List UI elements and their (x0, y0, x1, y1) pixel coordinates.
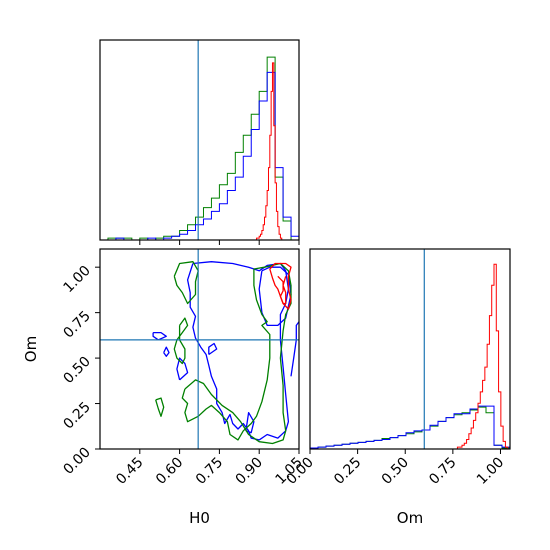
x-tick-label: 0.45 (113, 455, 146, 488)
contour-line (269, 262, 292, 310)
x-axis-label-om: Om (397, 509, 423, 527)
x-tick-label: 0.90 (233, 455, 266, 488)
y-tick-label: 0.50 (60, 354, 93, 387)
contour-line (208, 342, 218, 356)
contour-line (176, 357, 189, 381)
contour-line (173, 317, 189, 365)
joint-marks (100, 249, 299, 449)
h0-histogram-fine-series (253, 62, 286, 240)
y-tick-label: 1.00 (60, 263, 93, 296)
contour-line (173, 261, 199, 305)
contour-line (181, 262, 292, 445)
h0-histogram-frame (99, 39, 300, 241)
x-tick-label: 0.75 (426, 455, 459, 488)
x-tick-label: 1.00 (474, 455, 507, 488)
panel-h0-histogram (99, 39, 300, 245)
om-histogram-series (310, 405, 510, 449)
x-tick-label: 0.50 (379, 455, 412, 488)
x-tick-label: 0.60 (153, 455, 186, 488)
h0-histogram-series (100, 71, 299, 240)
om-histogram-fine-series (452, 263, 510, 449)
h0-histogram-marks (100, 40, 299, 240)
h0-histogram-series (100, 56, 299, 240)
y-tick-label: 0.75 (60, 308, 93, 341)
contour-line (245, 411, 255, 434)
om-histogram-frame (309, 248, 511, 450)
contour-line (186, 261, 290, 441)
y-axis-label-om: Om (22, 336, 40, 362)
contour-line (277, 275, 287, 305)
panel-joint: 0.45 0.60 0.75 0.90 1.050.000.250.500.751.00… (22, 248, 306, 527)
x-tick-label: 0.75 (193, 455, 226, 488)
y-tick-label: 0.00 (60, 445, 93, 478)
contour-line (152, 331, 167, 341)
y-tick-label: 0.25 (60, 399, 93, 432)
contour-line (290, 321, 299, 377)
joint-frame (99, 248, 300, 450)
contour-line (155, 397, 165, 417)
om-histogram-series (310, 406, 510, 449)
contour-line (163, 346, 170, 357)
om-histogram-marks (310, 249, 510, 449)
x-axis-label-h0: H0 (189, 509, 210, 527)
x-tick-label: 0.25 (331, 455, 364, 488)
